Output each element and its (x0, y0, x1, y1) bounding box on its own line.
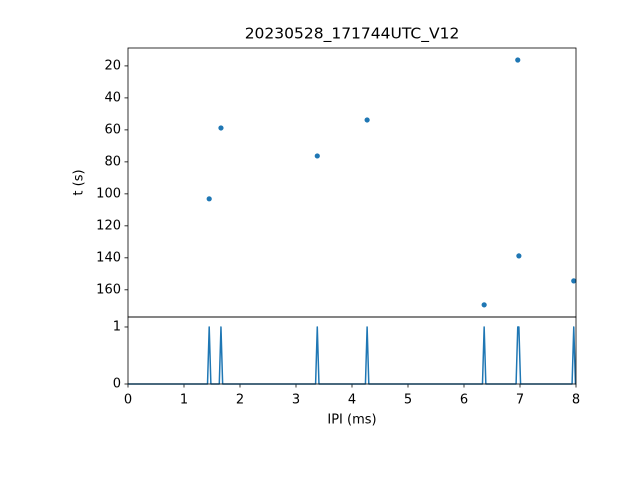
x-tick-label: 7 (516, 393, 524, 408)
y-tick-label: 140 (96, 250, 121, 265)
y-tick-label: 1 (113, 319, 121, 334)
scatter-point (515, 57, 521, 63)
axes-frame (127, 316, 577, 385)
x-axis-label: IPI (ms) (327, 413, 376, 428)
x-tick-label: 2 (236, 393, 244, 408)
scatter-point (516, 253, 522, 259)
x-tick-label: 4 (348, 393, 356, 408)
y-tick-label: 60 (104, 122, 121, 137)
scatter-point (206, 196, 212, 202)
y-tick-label: 80 (104, 154, 121, 169)
x-tick-label: 5 (404, 393, 412, 408)
y-tick-label: 0 (113, 377, 121, 392)
scatter-point (481, 302, 487, 308)
y-tick-label: 40 (104, 90, 121, 105)
x-tick-label: 6 (460, 393, 468, 408)
chart-title: 20230528_171744UTC_V12 (245, 25, 460, 44)
y-tick-label: 160 (96, 282, 121, 297)
x-tick-label: 0 (124, 393, 132, 408)
x-tick-label: 8 (572, 393, 580, 408)
x-tick-label: 3 (292, 393, 300, 408)
y-tick-label: 20 (104, 58, 121, 73)
x-tick-label: 1 (180, 393, 188, 408)
scatter-point (314, 153, 320, 159)
scatter-point (364, 117, 370, 123)
y-tick-label: 100 (96, 186, 121, 201)
scatter-point (218, 125, 224, 131)
y-tick-label: 120 (96, 218, 121, 233)
scatter-point (571, 278, 577, 284)
y-axis-label: t (s) (72, 169, 87, 195)
